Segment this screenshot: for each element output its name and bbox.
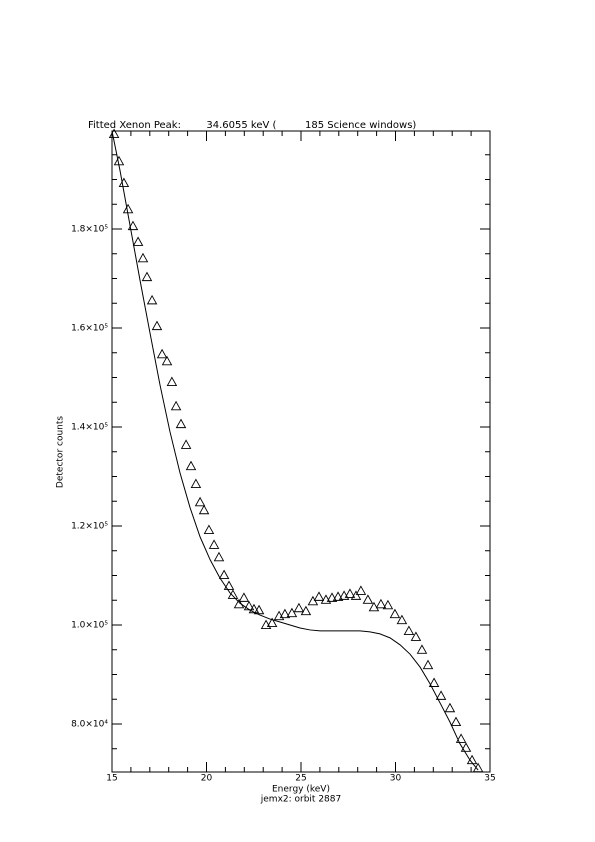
data-point: [156, 348, 168, 359]
data-point: [175, 418, 187, 429]
data-point: [227, 589, 239, 599]
data-point: [151, 320, 163, 331]
data-point: [396, 614, 408, 625]
y-tick-label: 1.2×10⁵: [71, 521, 108, 531]
data-point: [326, 592, 338, 602]
data-point: [313, 591, 325, 601]
data-point: [137, 252, 149, 263]
data-point: [185, 460, 197, 471]
data-point: [253, 604, 265, 615]
data-point: [460, 742, 472, 752]
data-point: [118, 177, 130, 188]
data-point: [146, 294, 158, 305]
y-tick-label: 8.0×10⁴: [71, 719, 108, 729]
data-point: [350, 590, 362, 600]
data-point: [444, 702, 456, 713]
data-point: [455, 733, 467, 743]
data-point: [416, 644, 428, 654]
data-point: [382, 599, 394, 610]
x-tick-label: 25: [295, 774, 306, 784]
data-point: [422, 659, 434, 670]
data-point: [213, 551, 225, 562]
data-point: [223, 580, 235, 590]
data-point: [266, 617, 278, 628]
data-point: [127, 220, 139, 231]
data-point: [122, 203, 134, 214]
y-tick-label: 1.4×10⁵: [71, 422, 108, 432]
chart-title: Fitted Xenon Peak: 34.6055 keV ( 185 Sci…: [88, 120, 416, 131]
footer: jemx2: orbit 2887: [260, 795, 341, 805]
data-point: [300, 605, 312, 616]
data-point: [332, 591, 344, 601]
data-point: [248, 603, 260, 614]
y-tick-label: 1.8×10⁵: [71, 225, 108, 235]
data-point: [279, 608, 291, 619]
data-point: [180, 439, 192, 449]
data-point: [141, 271, 153, 282]
data-point: [218, 569, 230, 580]
x-tick-label: 15: [106, 774, 117, 784]
data-point: [293, 602, 305, 613]
data-point: [286, 607, 298, 618]
data-point: [198, 504, 210, 515]
x-tick-label: 35: [484, 774, 495, 784]
data-point: [170, 400, 182, 411]
data-point: [389, 608, 401, 619]
data-point: [273, 610, 285, 621]
data-point: [450, 716, 462, 727]
data-point: [403, 625, 415, 635]
fit-line: [111, 130, 479, 771]
data-point: [233, 598, 245, 609]
data-point: [362, 594, 374, 604]
x-tick-label: 20: [201, 774, 213, 784]
data-point: [203, 524, 215, 535]
data-point: [368, 601, 380, 612]
data-point: [190, 478, 202, 488]
data-point: [375, 598, 387, 609]
data-point: [208, 539, 220, 549]
x-tick-label: 30: [390, 774, 402, 784]
data-point: [355, 585, 367, 595]
data-point: [161, 355, 173, 366]
data-point: [344, 588, 356, 598]
y-axis-label: Detector counts: [56, 416, 66, 488]
data-point: [410, 631, 422, 641]
y-tick-label: 1.6×10⁵: [71, 324, 108, 334]
data-point: [472, 762, 484, 773]
data-point: [435, 690, 447, 700]
data-point: [132, 236, 144, 246]
data-point: [194, 496, 206, 507]
data-point: [428, 677, 440, 687]
data-point: [166, 376, 178, 387]
plot-frame: [111, 130, 491, 773]
x-axis-label: Energy (keV): [272, 785, 330, 795]
data-point: [238, 592, 250, 602]
y-tick-label: 1.0×10⁵: [71, 620, 108, 630]
data-point: [108, 128, 120, 139]
